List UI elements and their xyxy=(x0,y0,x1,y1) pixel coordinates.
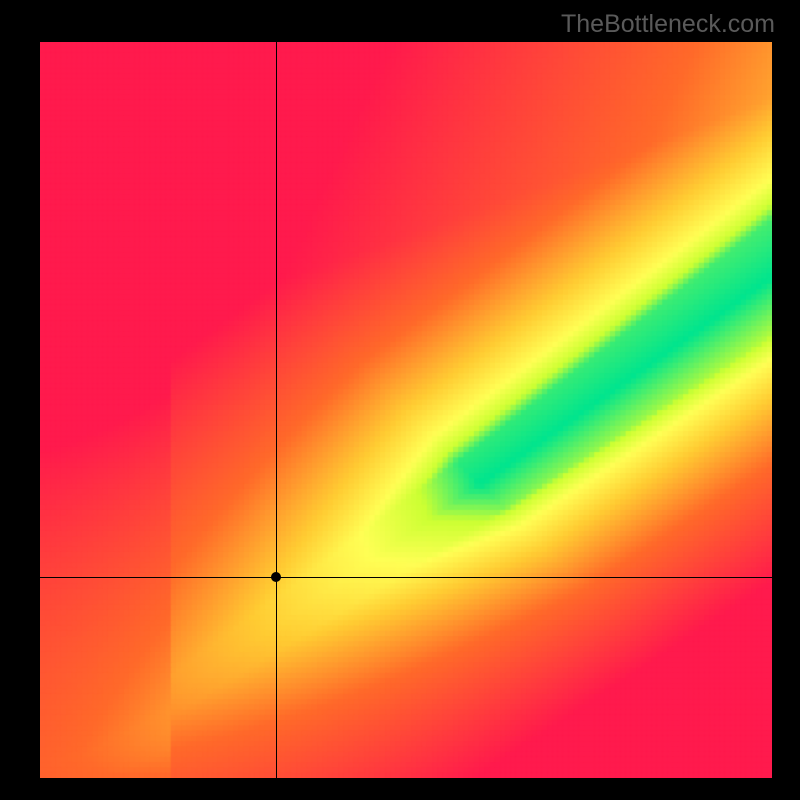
bottleneck-heatmap xyxy=(40,42,772,778)
watermark-text: TheBottleneck.com xyxy=(561,10,775,39)
crosshair-horizontal xyxy=(40,577,772,578)
crosshair-vertical xyxy=(276,42,277,778)
